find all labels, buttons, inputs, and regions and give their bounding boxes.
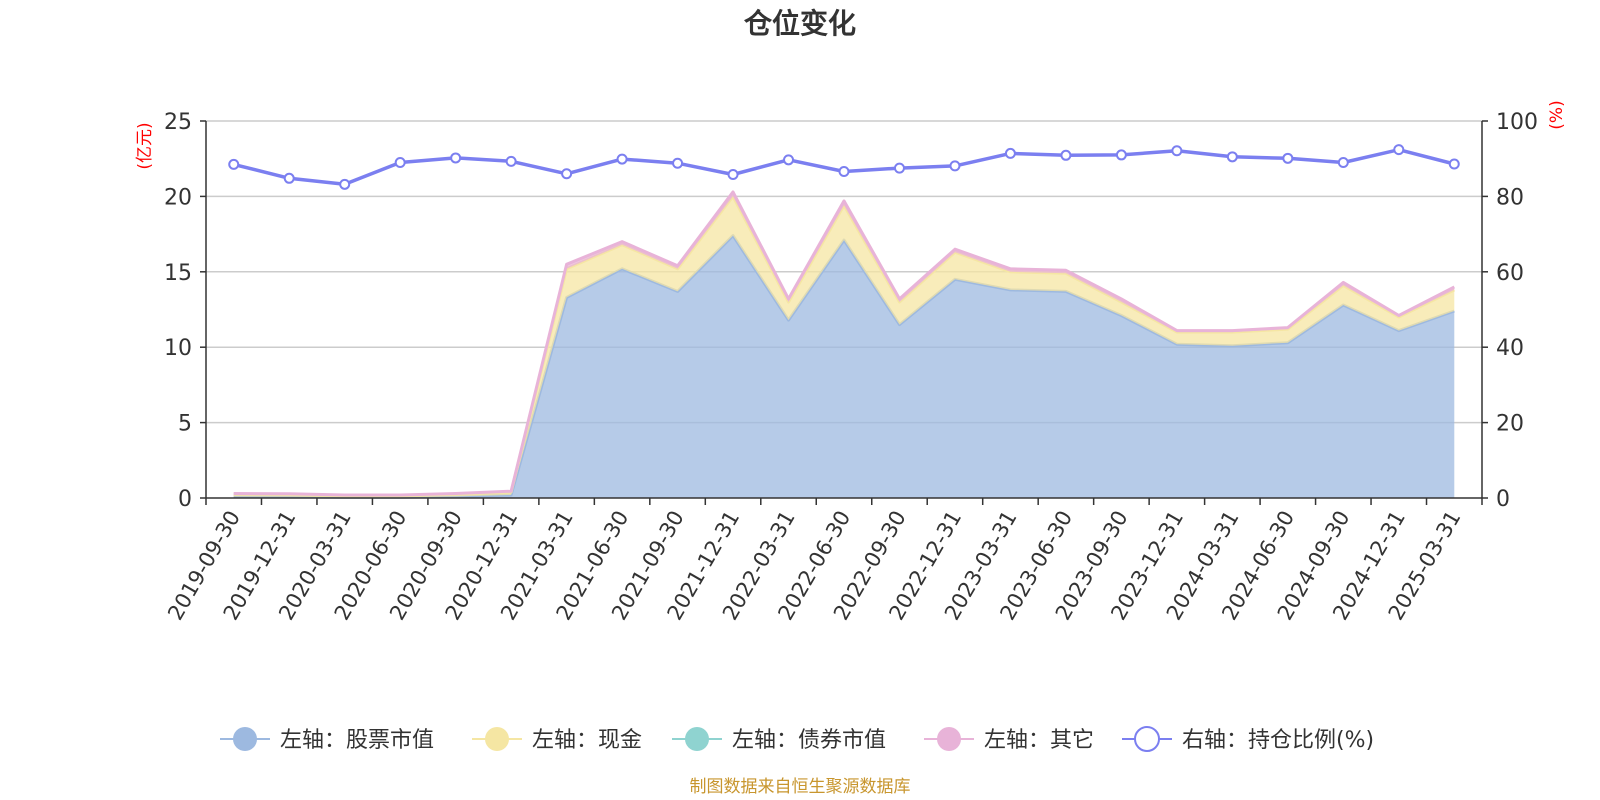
- ratio-point: [1060, 149, 1072, 161]
- ratio-point: [1282, 152, 1294, 164]
- chart-title: 仓位变化: [744, 7, 856, 40]
- left-axis-tick-label: 5: [178, 412, 192, 437]
- source-note: 制图数据来自恒生聚源数据库: [690, 777, 911, 797]
- ratio-line-series: [228, 144, 1460, 190]
- area-outline-3: [233, 190, 1455, 497]
- ratio-point: [505, 155, 517, 167]
- ratio-point: [450, 152, 462, 164]
- right-axis-tick-label: 20: [1496, 412, 1524, 437]
- ratio-point: [228, 158, 240, 170]
- legend-label-3: 左轴：其它: [984, 728, 1094, 753]
- legend-label-0: 左轴：股票市值: [280, 728, 434, 753]
- legend-label-1: 左轴：现金: [532, 728, 642, 753]
- ratio-point: [394, 156, 406, 168]
- legend-marker-4: [1134, 726, 1160, 752]
- ratio-point: [1448, 158, 1460, 170]
- ratio-point: [1115, 149, 1127, 161]
- right-axis-unit: (%): [1547, 100, 1567, 129]
- ratio-point: [561, 168, 573, 180]
- right-axis-tick-label: 100: [1496, 110, 1538, 135]
- left-axis-unit: (亿元): [135, 122, 155, 169]
- right-axis-tick-label: 80: [1496, 185, 1524, 210]
- legend-marker-3: [937, 727, 961, 751]
- legend: 左轴：股票市值 左轴：现金 左轴：债券市值 左轴：其它 右轴：持仓比例(%): [220, 726, 1374, 753]
- ratio-point: [616, 153, 628, 165]
- left-axis-tick-label: 15: [164, 261, 192, 286]
- legend-marker-1: [485, 727, 509, 751]
- area-series: [233, 190, 1455, 499]
- legend-marker-0: [233, 727, 257, 751]
- right-axis-tick-label: 0: [1496, 487, 1510, 512]
- left-axis-tick-label: 20: [164, 185, 192, 210]
- ratio-point: [1004, 147, 1016, 159]
- right-axis-tick-label: 60: [1496, 261, 1524, 286]
- legend-label-2: 左轴：债券市值: [732, 728, 886, 753]
- ratio-point: [893, 162, 905, 174]
- left-axis-tick-label: 0: [178, 487, 192, 512]
- ratio-point: [783, 154, 795, 166]
- left-axis-tick-label: 25: [164, 110, 192, 135]
- ratio-point: [727, 169, 739, 181]
- legend-marker-2: [685, 727, 709, 751]
- left-axis-tick-label: 10: [164, 336, 192, 361]
- ratio-point: [339, 178, 351, 190]
- ratio-point: [283, 172, 295, 184]
- ratio-point: [1393, 144, 1405, 156]
- ratio-point: [1337, 156, 1349, 168]
- ratio-point: [949, 160, 961, 172]
- legend-label-4: 右轴：持仓比例(%): [1182, 728, 1374, 753]
- area-0: [233, 235, 1455, 498]
- ratio-point: [1226, 151, 1238, 163]
- ratio-point: [1171, 145, 1183, 157]
- right-axis-tick-label: 40: [1496, 336, 1524, 361]
- ratio-point: [838, 166, 850, 178]
- ratio-point: [672, 157, 684, 169]
